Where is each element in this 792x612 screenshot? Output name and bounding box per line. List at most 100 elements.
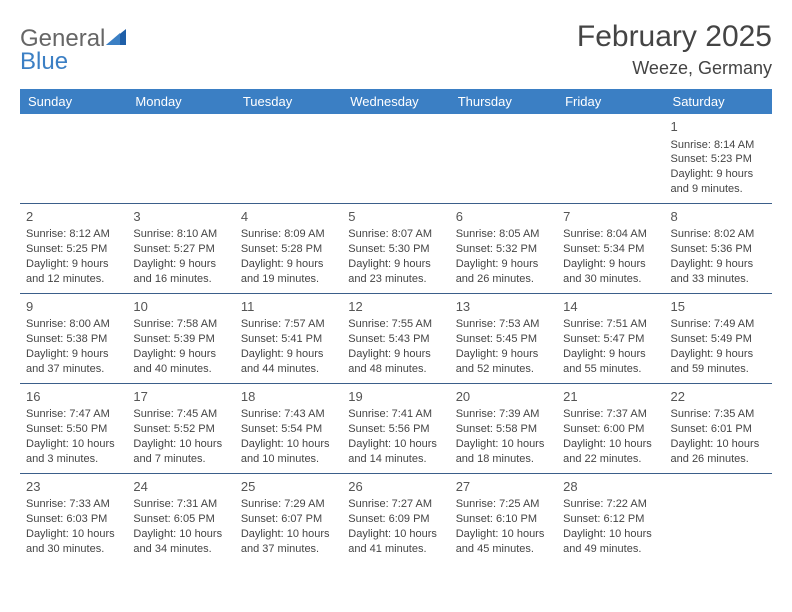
sunrise-text: Sunrise: 7:39 AM	[456, 407, 551, 422]
sunrise-text: Sunrise: 7:35 AM	[671, 407, 766, 422]
day-number: 23	[26, 478, 121, 496]
sunset-text: Sunset: 5:38 PM	[26, 332, 121, 347]
day-cell: 27Sunrise: 7:25 AMSunset: 6:10 PMDayligh…	[450, 474, 557, 563]
calendar-page: General February 2025 Weeze, Germany Blu…	[0, 0, 792, 573]
sunset-text: Sunset: 5:28 PM	[241, 242, 336, 257]
daylight-text: and 10 minutes.	[241, 452, 336, 467]
day-number: 8	[671, 208, 766, 226]
sunset-text: Sunset: 5:23 PM	[671, 152, 766, 167]
day-cell: 3Sunrise: 8:10 AMSunset: 5:27 PMDaylight…	[127, 204, 234, 293]
day-cell: 13Sunrise: 7:53 AMSunset: 5:45 PMDayligh…	[450, 294, 557, 383]
daylight-text: Daylight: 9 hours	[26, 347, 121, 362]
sunrise-text: Sunrise: 7:53 AM	[456, 317, 551, 332]
day-cell: 14Sunrise: 7:51 AMSunset: 5:47 PMDayligh…	[557, 294, 664, 383]
day-cell: 9Sunrise: 8:00 AMSunset: 5:38 PMDaylight…	[20, 294, 127, 383]
daylight-text: and 59 minutes.	[671, 362, 766, 377]
daylight-text: and 26 minutes.	[671, 452, 766, 467]
week-row: 2Sunrise: 8:12 AMSunset: 5:25 PMDaylight…	[20, 203, 772, 293]
daylight-text: Daylight: 10 hours	[456, 437, 551, 452]
sunrise-text: Sunrise: 8:14 AM	[671, 138, 766, 153]
daylight-text: and 37 minutes.	[26, 362, 121, 377]
daylight-text: and 45 minutes.	[456, 542, 551, 557]
day-number: 1	[671, 118, 766, 136]
sunrise-text: Sunrise: 7:22 AM	[563, 497, 658, 512]
logo-text-2: Blue	[20, 48, 68, 75]
day-number: 9	[26, 298, 121, 316]
sunset-text: Sunset: 6:12 PM	[563, 512, 658, 527]
day-number: 16	[26, 388, 121, 406]
sunrise-text: Sunrise: 7:27 AM	[348, 497, 443, 512]
day-cell: 4Sunrise: 8:09 AMSunset: 5:28 PMDaylight…	[235, 204, 342, 293]
daylight-text: and 9 minutes.	[671, 182, 766, 197]
sunrise-text: Sunrise: 7:33 AM	[26, 497, 121, 512]
daylight-text: Daylight: 9 hours	[133, 257, 228, 272]
daylight-text: Daylight: 9 hours	[133, 347, 228, 362]
sunset-text: Sunset: 5:39 PM	[133, 332, 228, 347]
empty-cell	[342, 114, 449, 203]
sunset-text: Sunset: 5:27 PM	[133, 242, 228, 257]
daylight-text: Daylight: 9 hours	[348, 257, 443, 272]
sunset-text: Sunset: 5:52 PM	[133, 422, 228, 437]
location: Weeze, Germany	[577, 58, 772, 79]
day-cell: 21Sunrise: 7:37 AMSunset: 6:00 PMDayligh…	[557, 384, 664, 473]
empty-cell	[20, 114, 127, 203]
sunrise-text: Sunrise: 7:47 AM	[26, 407, 121, 422]
day-number: 24	[133, 478, 228, 496]
day-number: 15	[671, 298, 766, 316]
daylight-text: and 40 minutes.	[133, 362, 228, 377]
sunset-text: Sunset: 5:32 PM	[456, 242, 551, 257]
daylight-text: Daylight: 10 hours	[348, 527, 443, 542]
daylight-text: Daylight: 10 hours	[456, 527, 551, 542]
daylight-text: Daylight: 9 hours	[671, 167, 766, 182]
empty-cell	[557, 114, 664, 203]
dow-wed: Wednesday	[342, 89, 449, 114]
daylight-text: and 30 minutes.	[26, 542, 121, 557]
day-number: 12	[348, 298, 443, 316]
daylight-text: Daylight: 10 hours	[241, 527, 336, 542]
sunset-text: Sunset: 6:01 PM	[671, 422, 766, 437]
sunset-text: Sunset: 5:50 PM	[26, 422, 121, 437]
sunrise-text: Sunrise: 7:29 AM	[241, 497, 336, 512]
day-cell: 25Sunrise: 7:29 AMSunset: 6:07 PMDayligh…	[235, 474, 342, 563]
daylight-text: and 34 minutes.	[133, 542, 228, 557]
day-number: 11	[241, 298, 336, 316]
day-cell: 19Sunrise: 7:41 AMSunset: 5:56 PMDayligh…	[342, 384, 449, 473]
sunrise-text: Sunrise: 7:57 AM	[241, 317, 336, 332]
daylight-text: and 3 minutes.	[26, 452, 121, 467]
daylight-text: Daylight: 9 hours	[348, 347, 443, 362]
daylight-text: and 7 minutes.	[133, 452, 228, 467]
sunrise-text: Sunrise: 8:05 AM	[456, 227, 551, 242]
week-row: 16Sunrise: 7:47 AMSunset: 5:50 PM Dayligh…	[20, 383, 772, 473]
day-number: 10	[133, 298, 228, 316]
dow-header: Sunday Monday Tuesday Wednesday Thursday…	[20, 89, 772, 114]
dow-mon: Monday	[127, 89, 234, 114]
week-row: 9Sunrise: 8:00 AMSunset: 5:38 PMDaylight…	[20, 293, 772, 383]
day-number: 18	[241, 388, 336, 406]
title-block: February 2025 Weeze, Germany	[577, 20, 772, 79]
daylight-text: Daylight: 10 hours	[241, 437, 336, 452]
daylight-text: and 44 minutes.	[241, 362, 336, 377]
sunrise-text: Sunrise: 7:43 AM	[241, 407, 336, 422]
daylight-text: Daylight: 10 hours	[563, 527, 658, 542]
sunset-text: Sunset: 6:10 PM	[456, 512, 551, 527]
sunrise-text: Sunrise: 8:02 AM	[671, 227, 766, 242]
sunset-text: Sunset: 5:30 PM	[348, 242, 443, 257]
daylight-text: and 37 minutes.	[241, 542, 336, 557]
day-number: 3	[133, 208, 228, 226]
sunset-text: Sunset: 5:58 PM	[456, 422, 551, 437]
week-row: 23Sunrise: 7:33 AMSunset: 6:03 PMDayligh…	[20, 473, 772, 563]
daylight-text: Daylight: 10 hours	[563, 437, 658, 452]
daylight-text: Daylight: 9 hours	[563, 257, 658, 272]
daylight-text: Daylight: 9 hours	[241, 347, 336, 362]
sunrise-text: Sunrise: 8:04 AM	[563, 227, 658, 242]
sunset-text: Sunset: 5:54 PM	[241, 422, 336, 437]
daylight-text: Daylight: 9 hours	[456, 347, 551, 362]
sunset-text: Sunset: 5:49 PM	[671, 332, 766, 347]
daylight-text: Daylight: 10 hours	[133, 437, 228, 452]
sunrise-text: Sunrise: 7:45 AM	[133, 407, 228, 422]
sunset-text: Sunset: 6:09 PM	[348, 512, 443, 527]
sunrise-text: Sunrise: 7:31 AM	[133, 497, 228, 512]
day-cell: 12Sunrise: 7:55 AMSunset: 5:43 PMDayligh…	[342, 294, 449, 383]
header: General February 2025 Weeze, Germany	[20, 20, 772, 79]
dow-tue: Tuesday	[235, 89, 342, 114]
